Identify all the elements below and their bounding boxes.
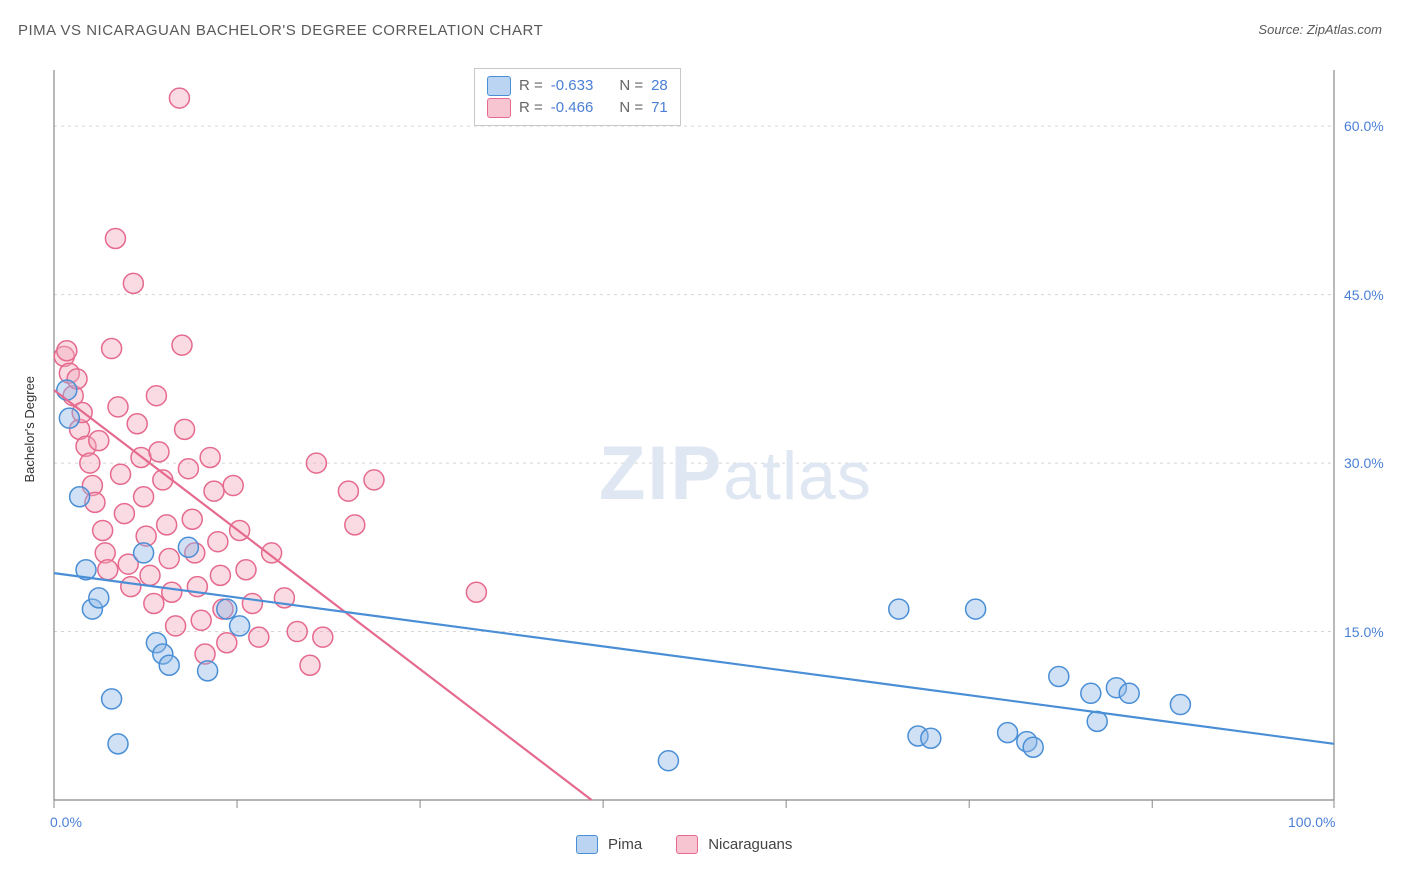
y-axis-title: Bachelor's Degree: [22, 376, 37, 483]
swatch-nicaraguans: [487, 98, 511, 118]
y-tick-label: 45.0%: [1344, 287, 1390, 303]
legend-label-pima: Pima: [608, 836, 642, 853]
stats-row-nicaraguans: R = -0.466 N = 71: [487, 97, 668, 119]
x-tick-label: 0.0%: [50, 814, 82, 830]
r-value-pima: -0.633: [551, 75, 594, 97]
r-label: R =: [519, 97, 543, 119]
legend-label-nicaraguans: Nicaraguans: [708, 836, 792, 853]
y-tick-label: 30.0%: [1344, 455, 1390, 471]
n-label: N =: [619, 75, 643, 97]
r-label: R =: [519, 75, 543, 97]
scatter-chart-svg: [44, 60, 1384, 820]
n-value-nic: 71: [651, 97, 668, 119]
source-attribution: Source: ZipAtlas.com: [1258, 22, 1382, 37]
legend-swatch-pima: [576, 835, 598, 854]
chart-title: PIMA VS NICARAGUAN BACHELOR'S DEGREE COR…: [18, 22, 543, 39]
n-value-pima: 28: [651, 75, 668, 97]
swatch-pima: [487, 76, 511, 96]
stats-row-pima: R = -0.633 N = 28: [487, 75, 668, 97]
legend-swatch-nicaraguans: [676, 835, 698, 854]
source-label: Source:: [1258, 22, 1303, 37]
y-tick-label: 15.0%: [1344, 624, 1390, 640]
source-value: ZipAtlas.com: [1307, 22, 1382, 37]
y-tick-label: 60.0%: [1344, 118, 1390, 134]
plot-area: Bachelor's Degree ZIPatlas R = -0.633 N …: [44, 60, 1384, 820]
n-label: N =: [619, 97, 643, 119]
r-value-nic: -0.466: [551, 97, 594, 119]
x-tick-label: 100.0%: [1288, 814, 1335, 830]
correlation-stats-box: R = -0.633 N = 28 R = -0.466 N = 71: [474, 68, 681, 126]
series-legend: Pima Nicaraguans: [576, 835, 792, 854]
